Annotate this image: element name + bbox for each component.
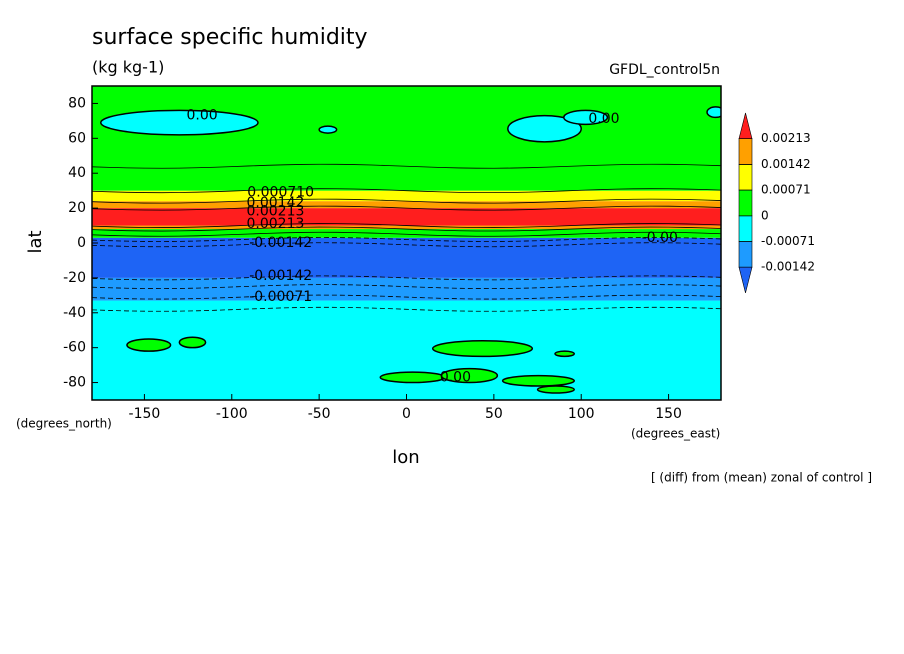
contour-label: 0.00 [440,369,471,385]
note: [ (diff) from (mean) zonal of control ] [651,471,872,485]
colorbar-box [738,241,753,268]
contour-patch [706,106,721,119]
model-name: GFDL_control5n [609,62,720,78]
contour-patch [440,367,499,384]
plot-area: 0.00 0.000.000.0007100.001420.002130.0021… [92,86,721,400]
contour-patch [554,350,575,358]
contour-line [92,226,721,232]
contour-line [92,237,721,242]
contour-line [92,242,721,248]
x-axis-label: lon [392,447,419,468]
contour-label: 0.000710 [247,184,314,200]
y-units: (degrees_north) [16,417,112,431]
contour-patch [318,125,338,134]
x-tick-label: -100 [216,406,248,422]
colorbar-box [738,138,753,165]
contour-label: 0.00213 [247,216,305,232]
contour-line [92,223,721,228]
y-tick-label: 20 [68,200,86,216]
contour-band [92,190,721,202]
x-tick-label: 100 [568,406,595,422]
contour-label: 0.00 [186,108,217,124]
contour-line [92,306,721,312]
x-tick-label: 0 [402,406,411,422]
colorbar-label: 0.00142 [761,157,811,171]
contour-line [92,275,721,281]
contour-label: -0.00 [642,230,678,246]
contour-label: -0.00142 [249,235,312,251]
contour-patch [431,339,534,358]
contour-band [92,277,721,301]
colorbar-box [738,266,753,293]
contour-line [92,163,721,169]
colorbar-label: 0.00071 [761,183,811,197]
y-tick-label: -20 [63,270,86,286]
colorbar-box [738,189,753,217]
x-tick-label: 150 [655,406,682,422]
contour-patch [126,338,172,352]
contour-label: 0.00 [588,111,619,127]
contour-label: 0.00213 [247,204,305,220]
contour-band [92,300,721,400]
contour-patch [501,374,575,387]
y-tick-label: -60 [63,340,86,356]
contour-patch [99,109,259,136]
contour-band [92,86,721,191]
contour-line [92,294,721,300]
colorbar-label: 0 [761,208,769,222]
chart-title: surface specific humidity [92,25,368,50]
contour-patch [379,371,446,384]
contour-label: 0.00142 [247,195,305,211]
y-axis-label: lat [25,230,46,253]
contour-line [92,188,721,194]
contour-band [92,225,721,230]
y-tick-label: -80 [63,375,86,391]
contour-patch [536,385,575,394]
y-tick-label: 0 [77,235,86,251]
contour-band [92,208,721,226]
contour-patch [507,114,582,143]
units: (kg kg-1) [92,58,164,77]
y-tick-label: 60 [68,130,86,146]
x-tick-label: -50 [308,406,331,422]
y-tick-label: 80 [68,95,86,111]
colorbar-label: -0.00142 [761,260,815,274]
contour-line [92,231,721,237]
x-tick-label: 50 [485,406,503,422]
contour-line [92,198,721,204]
contour-band [92,237,721,278]
colorbar-label: 0.00213 [761,131,811,145]
contour-line [92,284,721,290]
y-tick-label: -40 [63,305,86,321]
contour-label: -0.00142 [249,268,312,284]
contour-band [92,201,721,209]
contour-patch [563,109,609,126]
x-units: (degrees_east) [631,427,720,441]
colorbar-box [738,112,753,139]
contour-band [92,229,721,238]
contour-patch [178,336,207,349]
colorbar-label: -0.00071 [761,234,815,248]
colorbar-box [738,215,753,242]
contour-line [92,205,721,211]
contour-label: -0.00071 [249,289,312,305]
y-tick-label: 40 [68,165,86,181]
colorbar-box [738,164,753,191]
x-tick-label: -150 [129,406,161,422]
